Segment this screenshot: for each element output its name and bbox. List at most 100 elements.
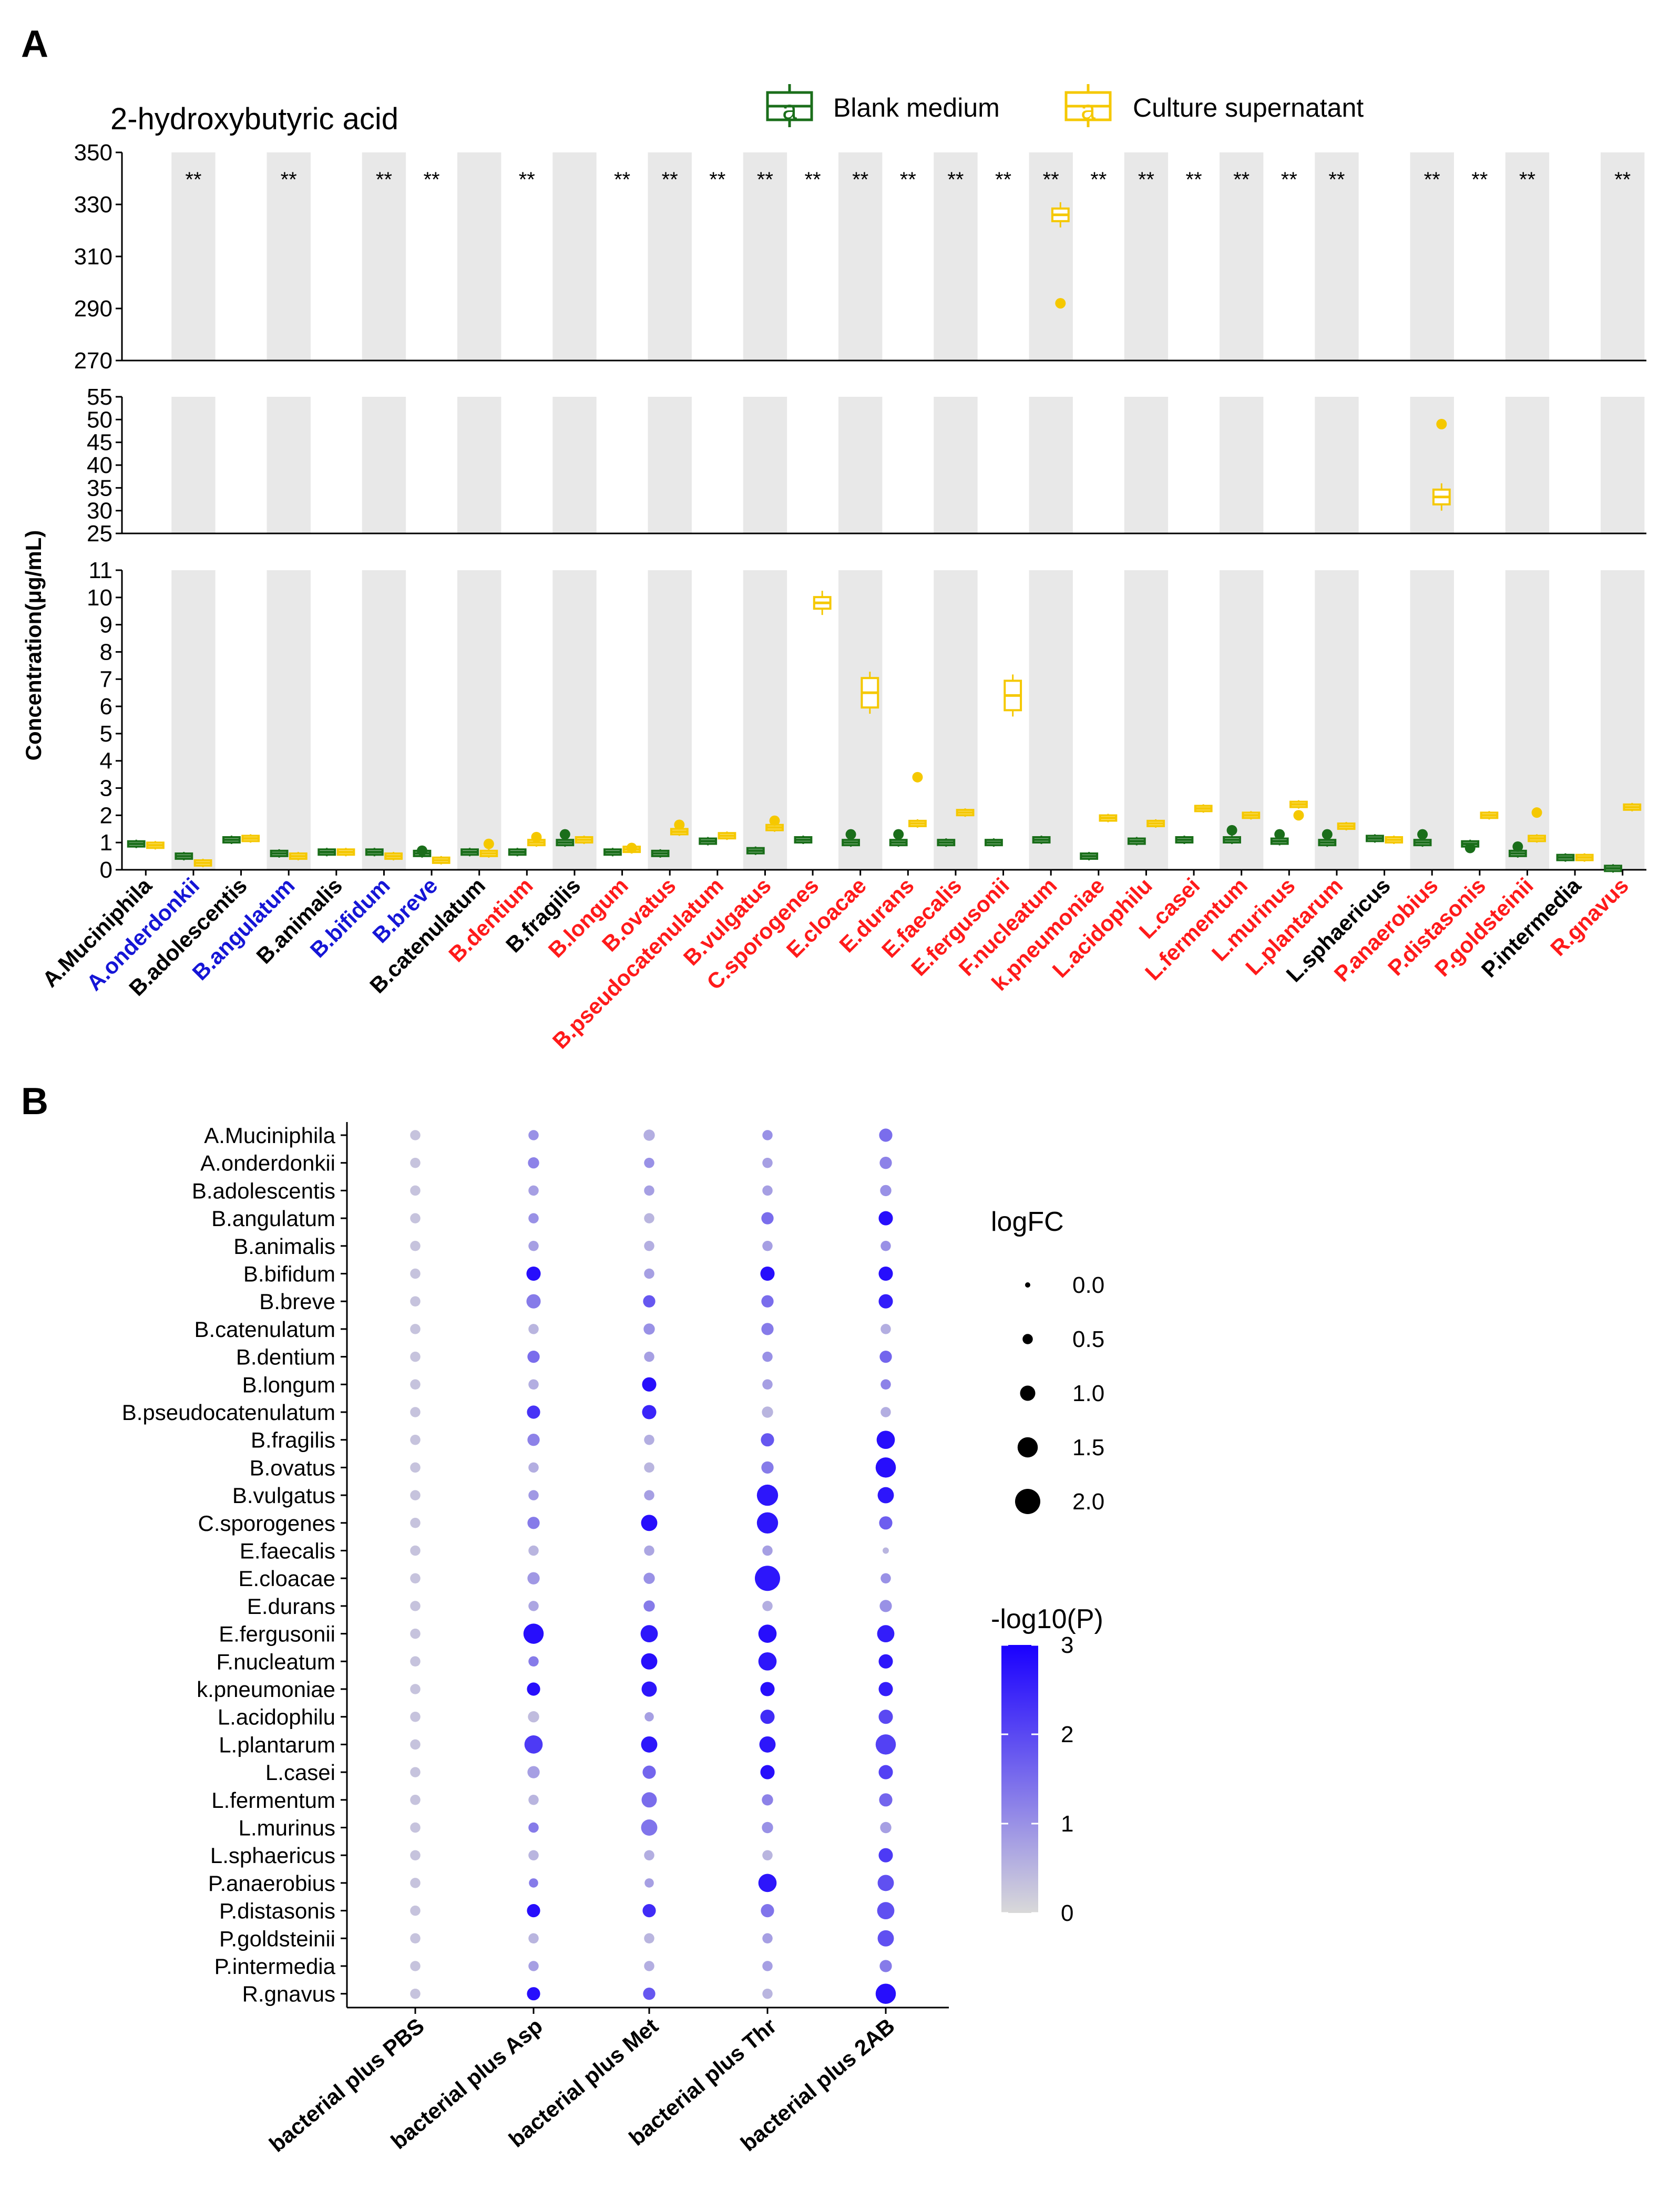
dot-bacterial plus Thr-F.nucleatum <box>758 1652 777 1671</box>
dot-bacterial plus Met-L.sphaericus <box>644 1850 654 1860</box>
y-tick-label: 9 <box>100 612 112 638</box>
dot-bacterial plus 2AB-L.murinus <box>880 1822 892 1834</box>
outlier-Culture supernatant-B.vulgatus <box>769 815 780 826</box>
dot-bacterial plus PBS-B.adolescentis <box>410 1185 421 1196</box>
band-L.fermentum <box>1220 152 1264 361</box>
dot-bacterial plus Asp-B.angulatum <box>528 1213 539 1223</box>
dot-bacterial plus 2AB-P.goldsteinii <box>877 1930 894 1947</box>
color-legend-label-3: 3 <box>1061 1632 1073 1658</box>
dot-bacterial plus Asp-B.pseudocatenulatum <box>527 1405 540 1419</box>
dot-bacterial plus Met-L.casei <box>642 1765 656 1779</box>
dot-bacterial plus PBS-L.sphaericus <box>410 1850 421 1860</box>
y-tick-label: 310 <box>74 244 112 270</box>
dot-bacterial plus Thr-B.vulgatus <box>756 1484 779 1506</box>
dot-bacterial plus PBS-L.plantarum <box>410 1739 421 1750</box>
size-legend-title: logFC <box>991 1207 1064 1237</box>
color-legend-label-2: 2 <box>1061 1722 1073 1747</box>
dot-bacterial plus Thr-B.animalis <box>762 1241 773 1251</box>
b-y-label-B.bifidum: B.bifidum <box>243 1262 335 1287</box>
band-B.ovatus <box>648 152 692 361</box>
significance-B.pseudocatenulatum: ** <box>709 168 725 191</box>
y-tick-label: 10 <box>87 585 112 611</box>
dot-bacterial plus Met-P.distasonis <box>642 1904 656 1918</box>
dot-bacterial plus 2AB-B.dentium <box>879 1350 892 1363</box>
band-E.faecalis <box>934 397 978 533</box>
b-y-label-B.fragilis: B.fragilis <box>251 1428 335 1453</box>
band-B.fragilis <box>552 570 597 870</box>
outlier-Blank medium-L.fermentum <box>1226 825 1237 836</box>
significance-P.distasonis: ** <box>1471 168 1488 191</box>
significance-L.fermentum: ** <box>1233 168 1250 191</box>
band-E.cloacae <box>838 152 883 361</box>
band-R.gnavus <box>1601 570 1645 870</box>
dot-bacterial plus Met-L.acidophilu <box>644 1712 654 1722</box>
dot-bacterial plus PBS-B.fragilis <box>410 1434 421 1445</box>
dot-bacterial plus Met-L.murinus <box>641 1819 658 1836</box>
dot-bacterial plus Met-E.fergusonii <box>640 1625 658 1643</box>
outlier-Blank medium-E.durans <box>893 829 904 840</box>
dot-bacterial plus PBS-B.ovatus <box>410 1462 421 1473</box>
dot-bacterial plus Asp-P.anaerobius <box>529 1878 538 1888</box>
dot-bacterial plus Met-L.fermentum <box>641 1792 657 1808</box>
dot-bacterial plus PBS-P.goldsteinii <box>410 1933 421 1944</box>
b-y-label-B.angulatum: B.angulatum <box>211 1206 335 1231</box>
dot-bacterial plus Asp-B.breve <box>526 1294 541 1309</box>
size-legend-label-0.5: 0.5 <box>1072 1326 1104 1352</box>
dot-bacterial plus PBS-P.anaerobius <box>410 1878 421 1888</box>
band-L.plantarum <box>1315 570 1359 870</box>
dot-bacterial plus 2AB-L.sphaericus <box>878 1848 893 1863</box>
dot-bacterial plus Asp-E.faecalis <box>528 1545 539 1556</box>
size-legend-dot-2.0 <box>1015 1489 1040 1514</box>
band-B.vulgatus <box>743 152 787 361</box>
outlier-Culture supernatant-F.nucleatum <box>1055 298 1066 309</box>
b-y-label-L.plantarum: L.plantarum <box>219 1732 335 1757</box>
dot-bacterial plus 2AB-P.distasonis <box>877 1902 895 1920</box>
dot-bacterial plus Met-C.sporogenes <box>641 1515 658 1531</box>
dot-bacterial plus 2AB-A.onderdonkii <box>879 1157 892 1169</box>
outlier-Blank medium-P.goldsteinii <box>1512 841 1523 852</box>
b-y-label-B.ovatus: B.ovatus <box>250 1455 335 1480</box>
dot-bacterial plus 2AB-B.catenulatum <box>880 1324 891 1334</box>
dot-bacterial plus 2AB-L.casei <box>878 1765 893 1779</box>
dot-bacterial plus Asp-B.fragilis <box>527 1434 540 1446</box>
band-B.bifidum <box>362 570 406 870</box>
band-A.onderdonkii <box>171 570 216 870</box>
dot-bacterial plus Met-B.vulgatus <box>644 1490 654 1500</box>
significance-k.pneumoniae: ** <box>1090 168 1107 191</box>
b-y-label-E.fergusonii: E.fergusonii <box>219 1622 335 1647</box>
dot-bacterial plus PBS-L.casei <box>410 1767 421 1777</box>
dot-bacterial plus Thr-A.Muciniphila <box>762 1130 773 1140</box>
band-L.acidophilu <box>1124 152 1169 361</box>
dot-bacterial plus Met-B.angulatum <box>644 1213 654 1223</box>
dot-bacterial plus PBS-E.cloacae <box>410 1573 421 1583</box>
dot-bacterial plus PBS-B.catenulatum <box>410 1324 421 1334</box>
dot-bacterial plus Thr-B.fragilis <box>761 1433 774 1447</box>
y-tick-label: 50 <box>87 407 112 433</box>
dot-bacterial plus 2AB-B.ovatus <box>875 1457 896 1478</box>
dot-bacterial plus Asp-E.cloacae <box>527 1572 540 1585</box>
outlier-Culture supernatant-B.catenulatum <box>483 838 494 849</box>
dot-bacterial plus Thr-B.adolescentis <box>762 1185 773 1196</box>
dot-bacterial plus 2AB-B.longum <box>880 1379 891 1390</box>
dot-bacterial plus Asp-B.animalis <box>528 1241 539 1251</box>
significance-B.bifidum: ** <box>376 168 392 191</box>
outlier-Culture supernatant-L.murinus <box>1293 810 1304 821</box>
size-legend-label-1.0: 1.0 <box>1072 1381 1104 1406</box>
dot-bacterial plus PBS-A.onderdonkii <box>410 1157 421 1168</box>
b-y-label-B.vulgatus: B.vulgatus <box>232 1483 335 1508</box>
dot-bacterial plus Thr-E.faecalis <box>762 1545 773 1556</box>
y-tick-label: 25 <box>87 521 112 547</box>
band-E.cloacae <box>838 570 883 870</box>
dot-bacterial plus 2AB-E.cloacae <box>880 1573 891 1583</box>
dot-bacterial plus Thr-P.anaerobius <box>758 1874 777 1892</box>
band-B.bifidum <box>362 397 406 533</box>
dot-bacterial plus PBS-B.breve <box>410 1296 421 1306</box>
dot-bacterial plus Asp-B.catenulatum <box>528 1324 539 1334</box>
band-L.fermentum <box>1220 397 1264 533</box>
dot-bacterial plus 2AB-B.breve <box>878 1294 893 1309</box>
b-y-label-L.acidophilu: L.acidophilu <box>218 1705 335 1730</box>
dot-bacterial plus Thr-E.cloacae <box>755 1566 780 1591</box>
dot-bacterial plus Asp-C.sporogenes <box>527 1517 540 1529</box>
dot-bacterial plus PBS-B.longum <box>410 1379 421 1390</box>
